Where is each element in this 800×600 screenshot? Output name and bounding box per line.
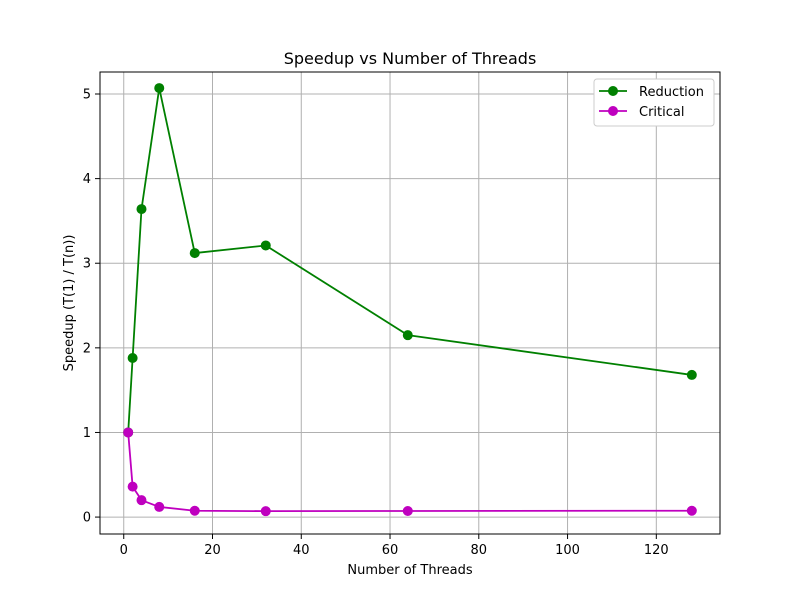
x-axis-ticks: 0 20 40 60 80 100 120	[120, 534, 669, 558]
data-point-critical	[123, 427, 134, 438]
x-axis-label: Number of Threads	[347, 563, 472, 578]
plot-frame	[99, 71, 721, 535]
grid	[100, 72, 720, 534]
x-tick-label: 0	[120, 543, 128, 558]
data-point-critical	[154, 501, 165, 512]
legend-marker-critical	[608, 106, 618, 116]
legend: Reduction Critical	[593, 78, 715, 127]
x-tick-label: 80	[471, 543, 488, 558]
data-point-reduction	[686, 369, 697, 380]
data-point-critical	[402, 505, 413, 516]
x-tick-label: 100	[555, 543, 580, 558]
data-point-reduction	[189, 248, 200, 259]
series-layer	[123, 83, 697, 517]
x-tick-label: 120	[644, 543, 669, 558]
chart-title: Speedup vs Number of Threads	[284, 49, 537, 68]
x-tick-label: 20	[204, 543, 221, 558]
data-point-critical	[260, 506, 271, 517]
x-tick-label: 40	[293, 543, 310, 558]
y-tick-label: 5	[83, 88, 91, 103]
series-critical	[123, 427, 697, 517]
data-point-critical	[136, 495, 147, 506]
y-tick-label: 2	[83, 341, 91, 356]
x-tick-label: 60	[382, 543, 399, 558]
y-axis-label: Speedup (T(1) / T(n))	[62, 235, 77, 372]
data-point-critical	[686, 505, 697, 516]
data-point-reduction	[260, 240, 271, 251]
data-point-critical	[127, 481, 138, 492]
y-tick-label: 1	[83, 426, 91, 441]
series-line-reduction	[127, 87, 693, 434]
data-point-reduction	[127, 353, 138, 363]
y-tick-label: 3	[83, 257, 91, 272]
data-point-critical	[189, 505, 200, 516]
plot-area	[100, 72, 720, 534]
data-point-reduction	[402, 330, 413, 341]
y-axis-ticks: 0 1 2 3 4 5	[83, 88, 100, 526]
legend-label-critical: Critical	[639, 105, 684, 120]
data-point-reduction	[154, 83, 165, 94]
legend-marker-reduction	[608, 86, 618, 96]
y-tick-label: 4	[83, 172, 91, 187]
y-tick-label: 0	[83, 511, 91, 526]
data-point-reduction	[136, 204, 147, 215]
legend-label-reduction: Reduction	[639, 85, 704, 100]
